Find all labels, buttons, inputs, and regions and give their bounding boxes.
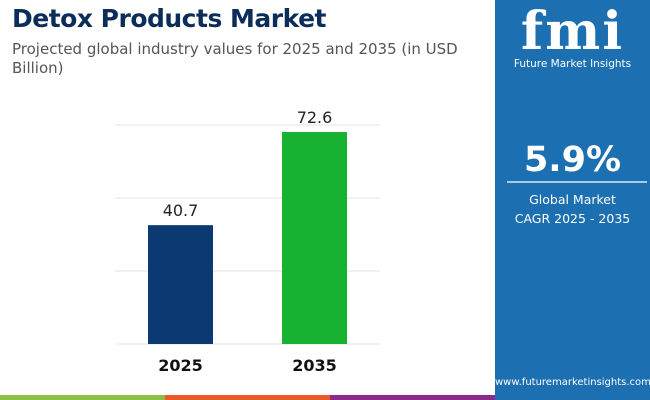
bar-chart: 40.7 2025 72.6 2035: [115, 108, 380, 375]
data-label: 72.6: [297, 108, 333, 127]
cagr-value: 5.9%: [523, 140, 622, 180]
cagr-label-2: CAGR 2025 - 2035: [514, 211, 631, 226]
side-panel: fmi Future Market Insights 5.9% Global M…: [495, 0, 650, 400]
website-link[interactable]: www.futuremarketinsights.com: [495, 377, 650, 388]
fmi-logo: fmi: [520, 1, 625, 62]
page-subtitle: Projected global industry values for 202…: [12, 40, 458, 77]
bar-2025: [148, 225, 213, 344]
x-tick-label: 2025: [158, 356, 203, 375]
page-title: Detox Products Market: [12, 4, 326, 33]
strip-purple: [330, 395, 495, 400]
data-label: 40.7: [163, 201, 199, 220]
cagr-label-1: Global Market: [529, 192, 616, 207]
brand-name: Future Market Insights: [513, 58, 632, 70]
x-tick-label: 2035: [292, 356, 337, 375]
strip-green: [0, 395, 165, 400]
strip-orange: [165, 395, 330, 400]
divider: [507, 181, 647, 183]
bar-2035: [282, 132, 347, 344]
cagr-label: Global Market CAGR 2025 - 2035: [495, 190, 650, 228]
